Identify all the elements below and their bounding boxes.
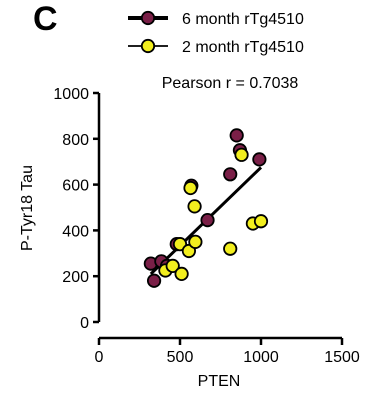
point-2-month [253, 214, 269, 229]
point-2-month [165, 258, 180, 273]
point-6-month [200, 212, 215, 228]
y-axis-label: P-Tyr18 Tau [19, 165, 36, 251]
point-6-month [229, 128, 244, 143]
x-tick-label: 500 [167, 349, 194, 366]
x-axis-label: PTEN [198, 373, 241, 390]
y-tick-label: 800 [62, 132, 89, 149]
point-2-month [183, 180, 198, 196]
x-tick-label: 1500 [324, 349, 360, 366]
point-2-month [174, 266, 189, 282]
axes: 0 200 400 600 800 1000 0 500 1000 1500 [53, 86, 359, 366]
y-tick-label: 600 [62, 178, 89, 195]
x-tick-label: 1000 [243, 349, 279, 366]
pearson-annotation: Pearson r = 0.7038 [162, 75, 299, 92]
legend-label: 2 month rTg4510 [182, 39, 304, 56]
legend-label: 6 month rTg4510 [182, 11, 304, 28]
y-tick-label: 200 [62, 269, 89, 286]
x-tick-label: 0 [95, 349, 104, 366]
point-6-month [223, 167, 238, 182]
y-tick-label: 0 [80, 315, 89, 332]
legend-marker [140, 10, 156, 26]
points-group [143, 128, 269, 288]
panel-letter: C [33, 0, 58, 38]
legend: 6 month rTg4510 2 month rTg4510 [128, 10, 304, 56]
point-6-month [252, 152, 267, 167]
legend-marker [140, 38, 156, 54]
point-2-month [234, 147, 249, 162]
point-6-month [146, 273, 162, 288]
point-2-month [188, 234, 203, 249]
point-2-month [223, 241, 238, 256]
y-tick-label: 400 [62, 223, 89, 240]
y-tick-label: 1000 [53, 86, 89, 103]
point-2-month [187, 199, 202, 214]
